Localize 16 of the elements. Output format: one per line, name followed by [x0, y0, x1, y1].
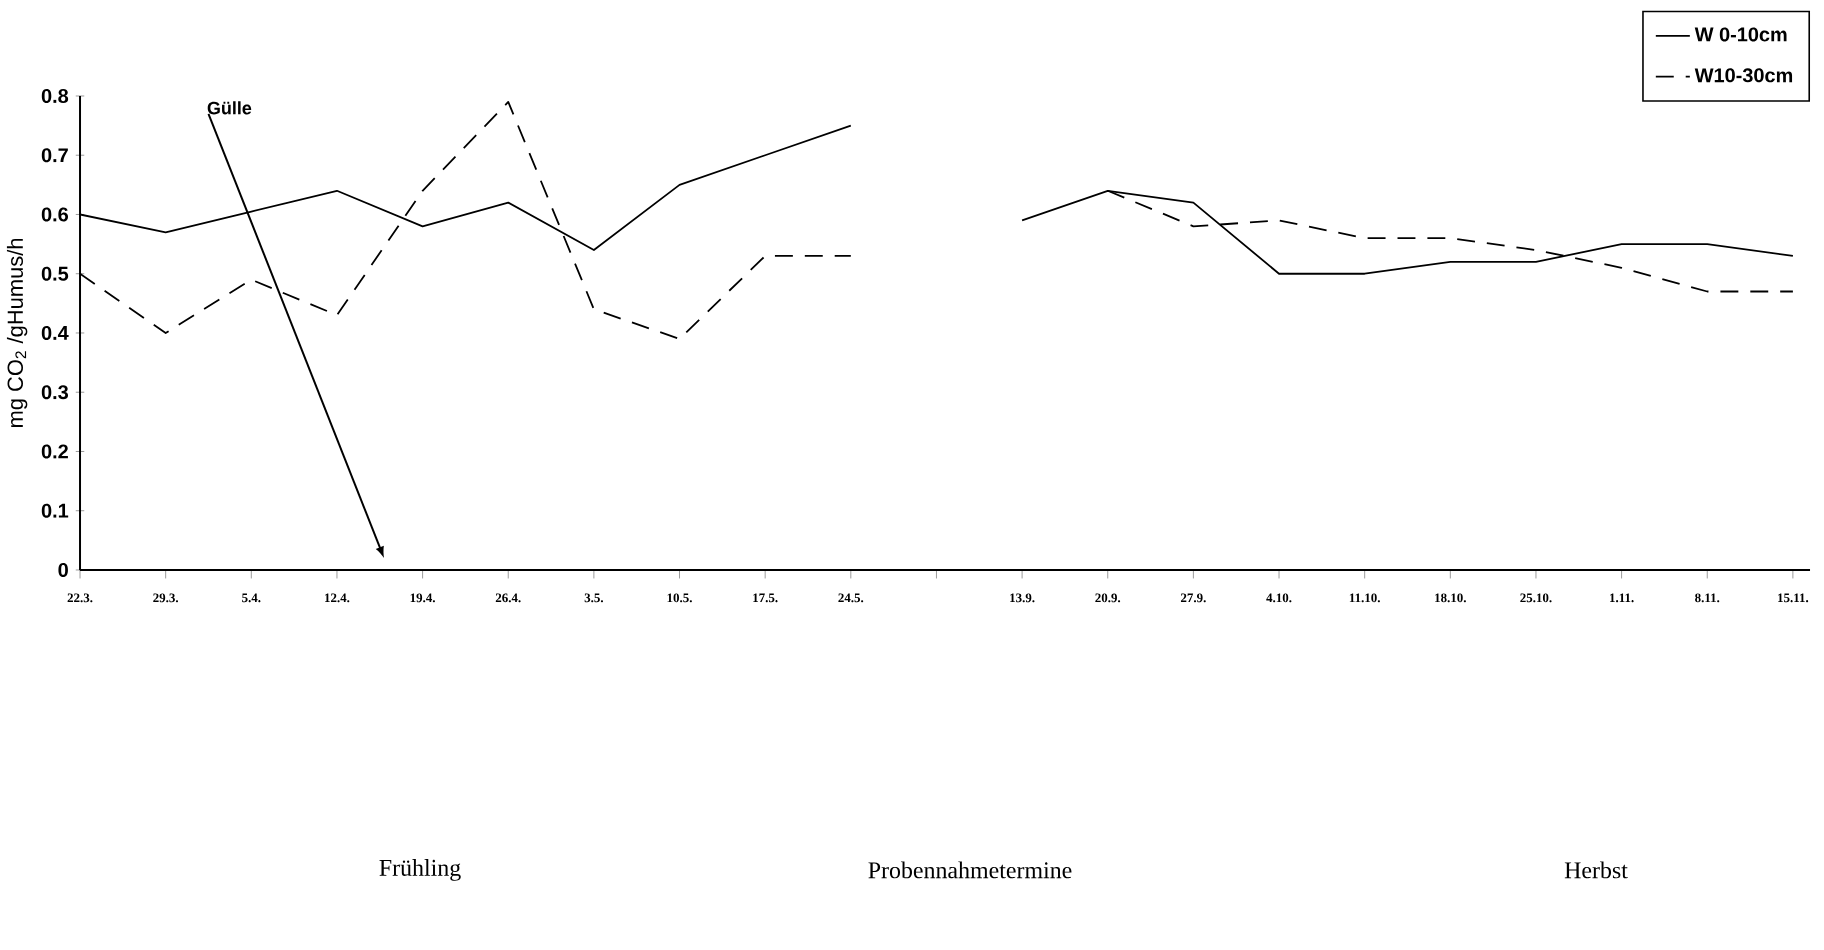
- legend-label: W10-30cm: [1694, 68, 1793, 83]
- y-tick-label: 0.1: [41, 503, 69, 518]
- y-axis-title: mg CO$_{2}$ /gHumus/h: [6, 238, 28, 428]
- y-tick-label: 0: [58, 562, 68, 578]
- y-tick-label: 0.4: [41, 325, 69, 341]
- legend-label: W 0-10cm: [1694, 27, 1787, 42]
- y-tick-label: 0.3: [41, 385, 69, 400]
- text: Herbst: [1564, 861, 1628, 879]
- y-tick-label: 0.7: [41, 148, 68, 163]
- y-tick-label: 0.8: [41, 88, 69, 104]
- y-tick-label: 0.2: [41, 444, 68, 459]
- text: Frühling: [379, 859, 461, 881]
- text: Probennahmetermine: [868, 861, 1072, 879]
- y-tick-label: 0.6: [41, 207, 69, 222]
- y-tick-label: 0.5: [41, 266, 69, 281]
- annotation: Gülle: [207, 101, 252, 115]
